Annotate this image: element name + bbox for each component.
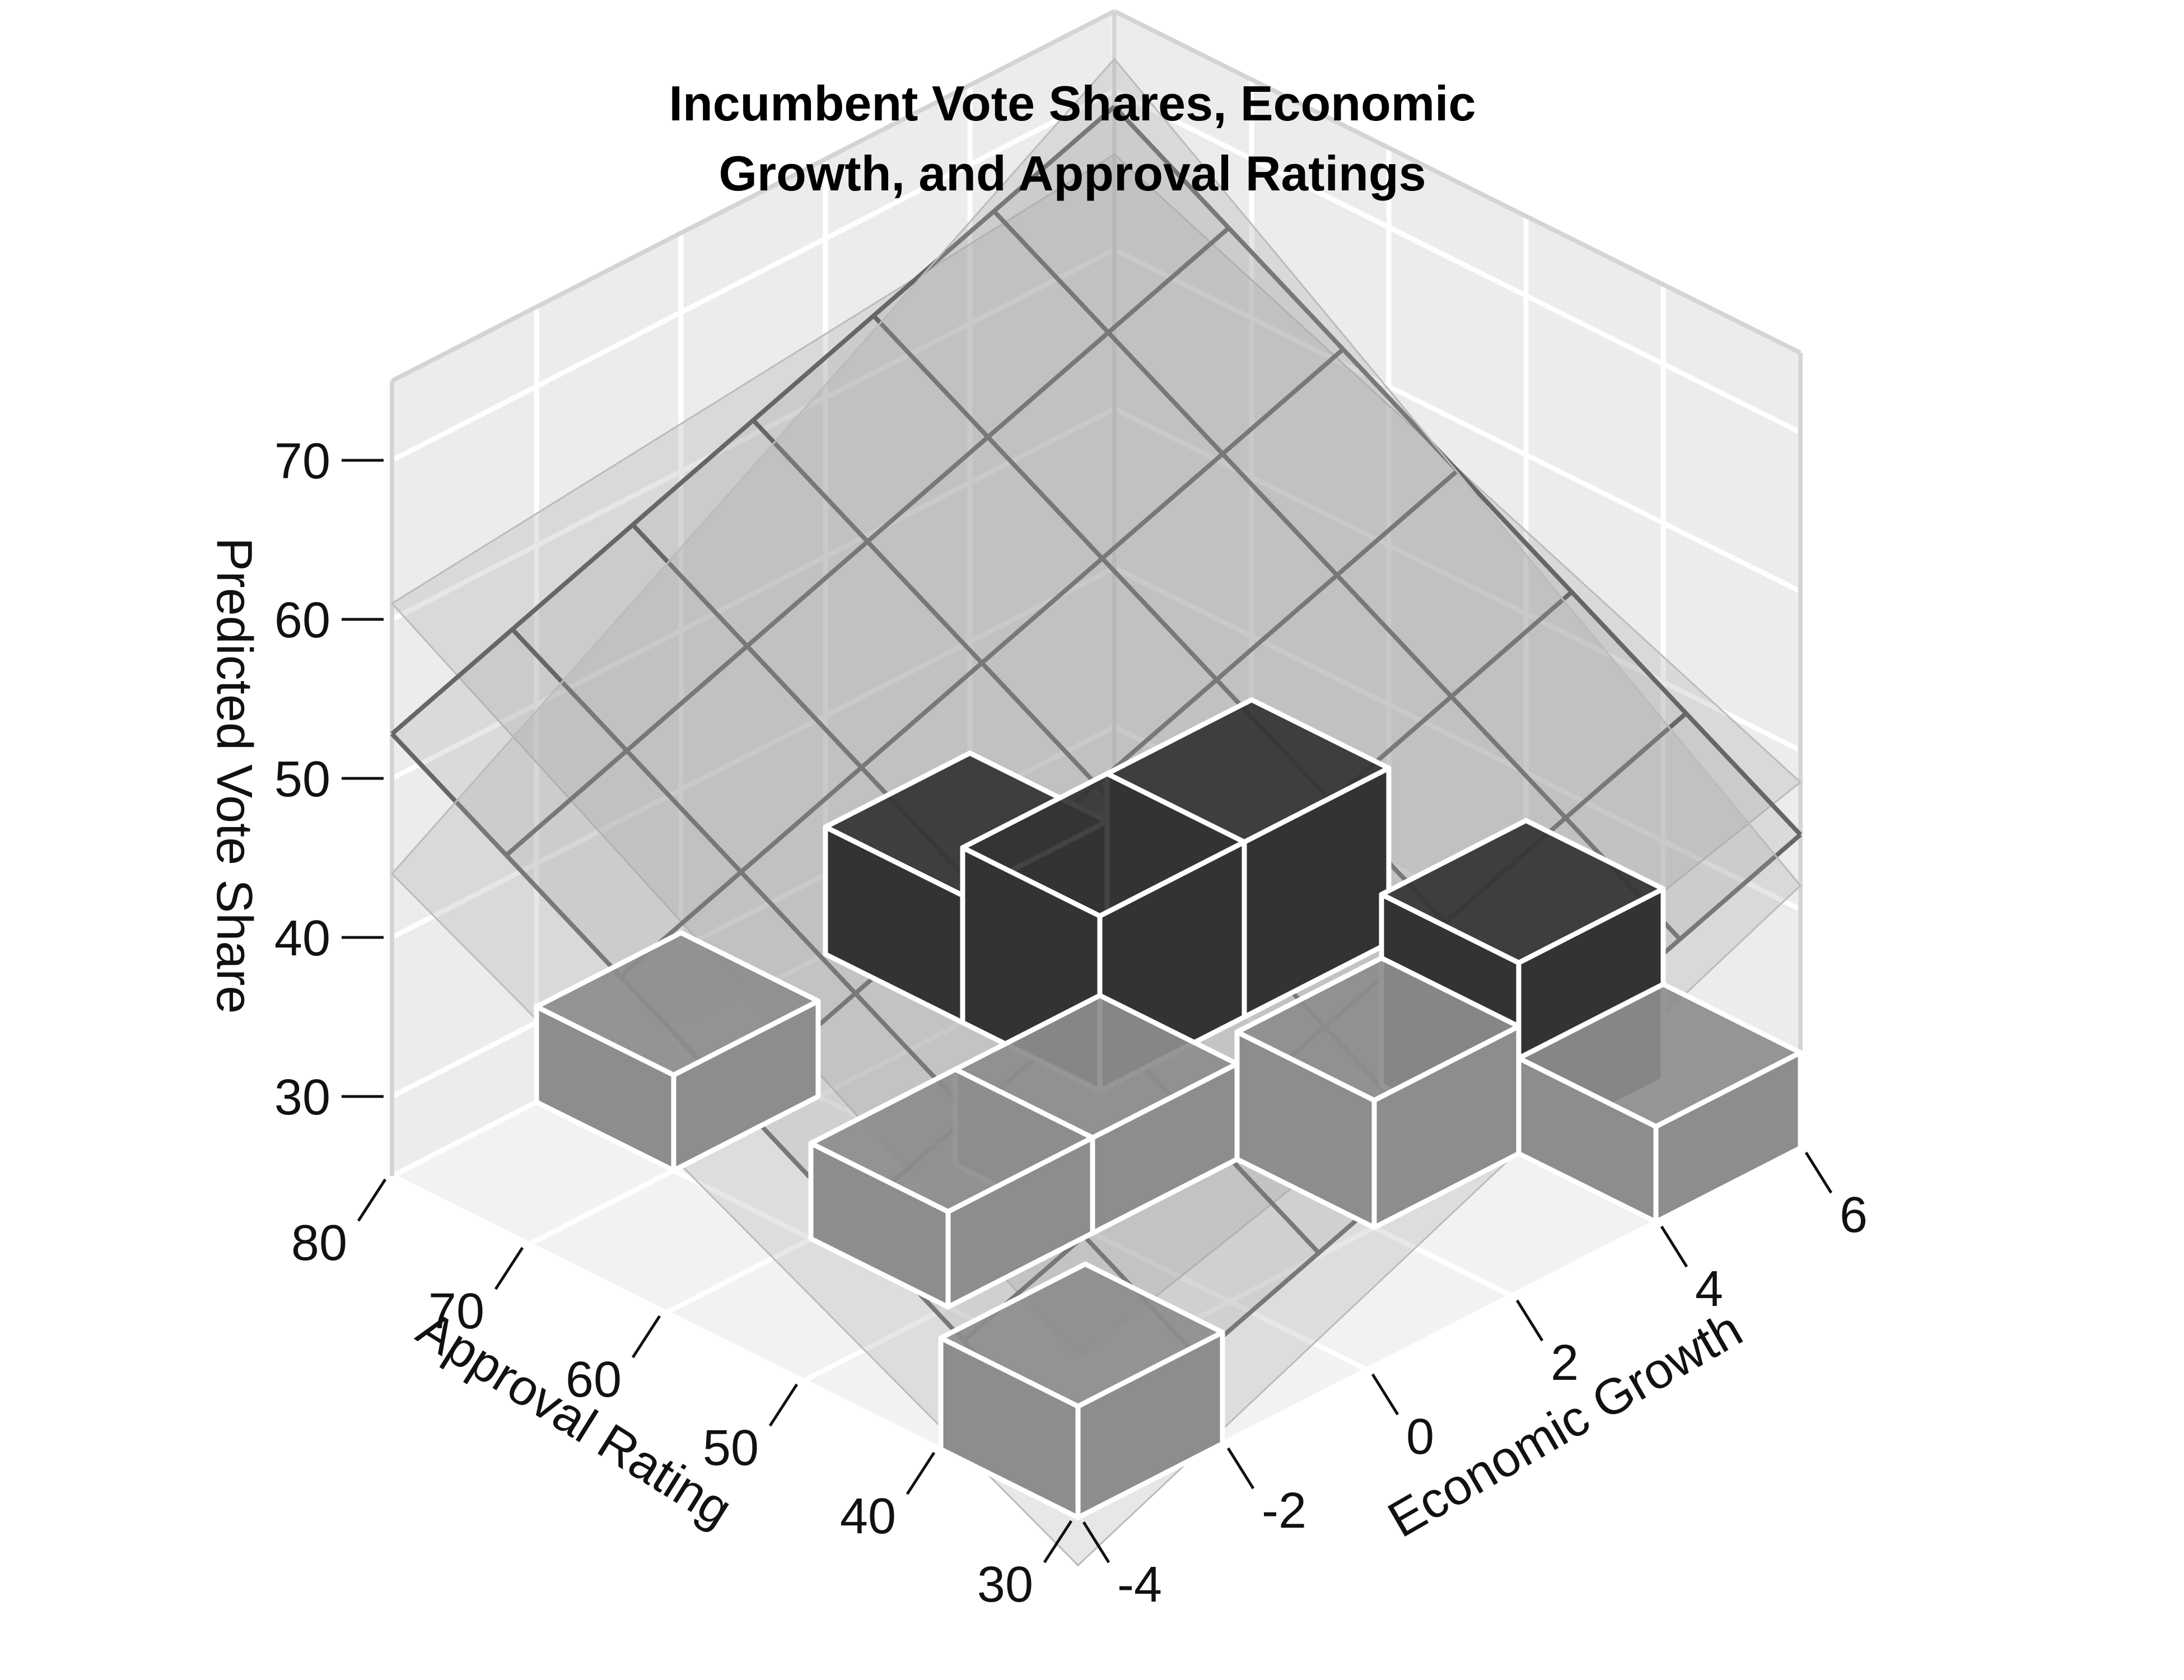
- axis-tick: [357, 1178, 387, 1222]
- tick-label: 30: [274, 1070, 330, 1126]
- axis-tick: [631, 1315, 661, 1359]
- bar-top-face: [960, 771, 1247, 919]
- bar-top-face: [1516, 982, 1803, 1130]
- tick-label: 4: [1695, 1261, 1723, 1317]
- tick-label: 2: [1551, 1335, 1579, 1391]
- tick-label: -2: [1262, 1483, 1306, 1539]
- axis-tick: [768, 1383, 799, 1427]
- tick-label: 60: [274, 592, 330, 648]
- axis-tick: [1804, 1151, 1833, 1194]
- tick-label: -4: [1117, 1557, 1162, 1613]
- axis-tick: [494, 1247, 524, 1290]
- bar: [1516, 982, 1803, 1225]
- surface-wire-y: [390, 105, 1116, 736]
- tick-label: 40: [274, 911, 330, 967]
- tick-label: 6: [1840, 1187, 1868, 1243]
- bar-top-face: [534, 930, 821, 1078]
- axis-tick: [906, 1452, 936, 1495]
- bar: [1234, 955, 1522, 1230]
- tick-label: 70: [428, 1284, 484, 1340]
- bar: [938, 1261, 1225, 1520]
- axis-tick: [1226, 1447, 1255, 1490]
- bar-top-face: [1379, 818, 1666, 965]
- tick-label: 70: [274, 433, 330, 489]
- z-axis-label: Predicted Vote Share: [206, 538, 262, 1014]
- chart-bars: [534, 697, 1803, 1520]
- axis-tick: [1660, 1225, 1688, 1268]
- axis-tick: [1043, 1520, 1073, 1564]
- gridline-z-side: [1113, 406, 1802, 753]
- box-edge: [391, 9, 1116, 383]
- gridline-z-back: [390, 88, 1116, 463]
- chart-axes: 30 40 50 60 70 30 40 50 60 70 80 -4 -2 0 2 4 6: [274, 433, 1868, 1613]
- tick-label: 80: [291, 1215, 347, 1271]
- gridline-z-side: [1113, 565, 1802, 912]
- box-edge: [1113, 9, 1802, 355]
- bar: [808, 1067, 1095, 1310]
- axis-tick: [1371, 1373, 1399, 1416]
- surface-wire-x: [1113, 105, 1802, 837]
- gridline-z-back: [390, 247, 1116, 622]
- y-axis-label: Approval Rating: [408, 1300, 741, 1538]
- bar-top-face: [938, 1261, 1225, 1409]
- surface-wire-y: [505, 226, 1230, 857]
- axis-tick: [1515, 1299, 1544, 1342]
- chart-title-line-2: Growth, and Approval Ratings: [718, 146, 1426, 201]
- tick-label: 40: [840, 1488, 896, 1544]
- tick-label: 50: [274, 752, 330, 808]
- chart-title-line-1: Incumbent Vote Shares, Economic: [669, 76, 1476, 131]
- tick-label: 30: [977, 1557, 1033, 1613]
- gridline-z-back: [390, 406, 1116, 781]
- tick-label: 50: [703, 1420, 759, 1476]
- tick-label: 60: [566, 1352, 622, 1408]
- gridline-z-side: [1113, 247, 1802, 594]
- gridline-z-back: [390, 565, 1116, 940]
- tick-label: 0: [1406, 1409, 1434, 1465]
- gridline-z-side: [1113, 88, 1802, 435]
- bar-top-face: [808, 1067, 1095, 1215]
- bar-top-face: [1234, 955, 1522, 1103]
- axis-tick: [1082, 1521, 1110, 1564]
- bar: [534, 930, 821, 1173]
